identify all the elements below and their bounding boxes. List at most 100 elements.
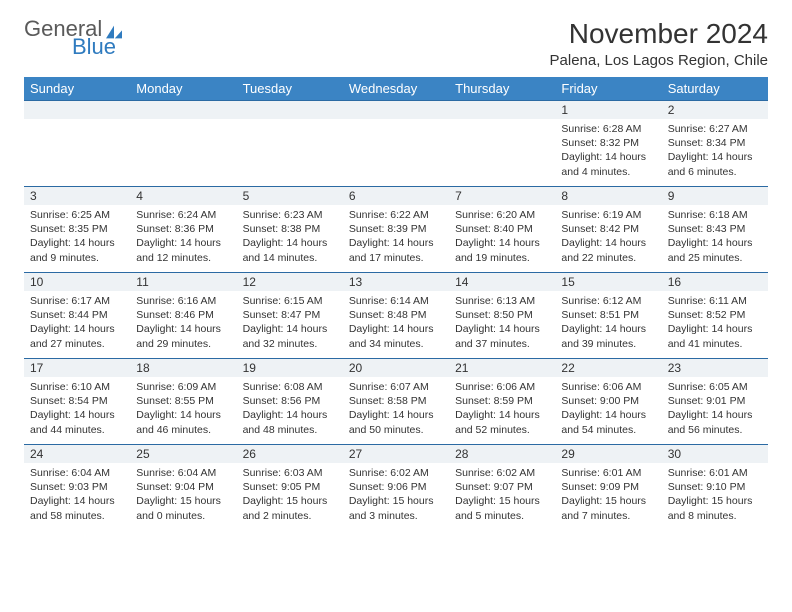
day-details: Sunrise: 6:28 AMSunset: 8:32 PMDaylight:… [555, 119, 661, 183]
sunset-text: Sunset: 8:40 PM [455, 222, 549, 236]
day-details: Sunrise: 6:14 AMSunset: 8:48 PMDaylight:… [343, 291, 449, 355]
sunset-text: Sunset: 8:51 PM [561, 308, 655, 322]
day-number: 20 [343, 359, 449, 377]
day-details: Sunrise: 6:06 AMSunset: 9:00 PMDaylight:… [555, 377, 661, 441]
weekday-header: Tuesday [237, 77, 343, 101]
daylight-text: Daylight: 14 hours and 14 minutes. [243, 236, 337, 264]
calendar-day-cell: 3Sunrise: 6:25 AMSunset: 8:35 PMDaylight… [24, 187, 130, 273]
calendar-day-cell: 10Sunrise: 6:17 AMSunset: 8:44 PMDayligh… [24, 273, 130, 359]
day-number: 27 [343, 445, 449, 463]
sunset-text: Sunset: 8:42 PM [561, 222, 655, 236]
weekday-header: Sunday [24, 77, 130, 101]
day-details: Sunrise: 6:11 AMSunset: 8:52 PMDaylight:… [662, 291, 768, 355]
day-details: Sunrise: 6:27 AMSunset: 8:34 PMDaylight:… [662, 119, 768, 183]
calendar-day-cell: 30Sunrise: 6:01 AMSunset: 9:10 PMDayligh… [662, 445, 768, 531]
day-number-blank [130, 101, 236, 119]
calendar-day-cell [130, 101, 236, 187]
sunrise-text: Sunrise: 6:17 AM [30, 294, 124, 308]
sunrise-text: Sunrise: 6:01 AM [561, 466, 655, 480]
location-text: Palena, Los Lagos Region, Chile [550, 52, 768, 69]
sunset-text: Sunset: 9:03 PM [30, 480, 124, 494]
day-details: Sunrise: 6:24 AMSunset: 8:36 PMDaylight:… [130, 205, 236, 269]
sunset-text: Sunset: 8:38 PM [243, 222, 337, 236]
daylight-text: Daylight: 14 hours and 6 minutes. [668, 150, 762, 178]
daylight-text: Daylight: 14 hours and 54 minutes. [561, 408, 655, 436]
sunset-text: Sunset: 8:47 PM [243, 308, 337, 322]
sunrise-text: Sunrise: 6:12 AM [561, 294, 655, 308]
sunset-text: Sunset: 8:46 PM [136, 308, 230, 322]
weekday-header: Thursday [449, 77, 555, 101]
day-details: Sunrise: 6:04 AMSunset: 9:04 PMDaylight:… [130, 463, 236, 527]
sunrise-text: Sunrise: 6:01 AM [668, 466, 762, 480]
sunset-text: Sunset: 9:00 PM [561, 394, 655, 408]
title-block: November 2024 Palena, Los Lagos Region, … [550, 18, 768, 69]
month-title: November 2024 [550, 18, 768, 50]
sunset-text: Sunset: 9:01 PM [668, 394, 762, 408]
calendar-day-cell: 24Sunrise: 6:04 AMSunset: 9:03 PMDayligh… [24, 445, 130, 531]
sunset-text: Sunset: 8:58 PM [349, 394, 443, 408]
sunrise-text: Sunrise: 6:05 AM [668, 380, 762, 394]
page-header: GeneralBlue November 2024 Palena, Los La… [24, 18, 768, 69]
sunrise-text: Sunrise: 6:16 AM [136, 294, 230, 308]
sunset-text: Sunset: 8:32 PM [561, 136, 655, 150]
day-details: Sunrise: 6:16 AMSunset: 8:46 PMDaylight:… [130, 291, 236, 355]
daylight-text: Daylight: 14 hours and 27 minutes. [30, 322, 124, 350]
sunset-text: Sunset: 8:43 PM [668, 222, 762, 236]
daylight-text: Daylight: 14 hours and 4 minutes. [561, 150, 655, 178]
daylight-text: Daylight: 15 hours and 7 minutes. [561, 494, 655, 522]
sunrise-text: Sunrise: 6:28 AM [561, 122, 655, 136]
sunrise-text: Sunrise: 6:04 AM [30, 466, 124, 480]
day-details: Sunrise: 6:05 AMSunset: 9:01 PMDaylight:… [662, 377, 768, 441]
day-number: 26 [237, 445, 343, 463]
sunrise-text: Sunrise: 6:07 AM [349, 380, 443, 394]
sunset-text: Sunset: 8:54 PM [30, 394, 124, 408]
calendar-day-cell: 14Sunrise: 6:13 AMSunset: 8:50 PMDayligh… [449, 273, 555, 359]
day-details: Sunrise: 6:08 AMSunset: 8:56 PMDaylight:… [237, 377, 343, 441]
day-details: Sunrise: 6:02 AMSunset: 9:07 PMDaylight:… [449, 463, 555, 527]
calendar-day-cell: 28Sunrise: 6:02 AMSunset: 9:07 PMDayligh… [449, 445, 555, 531]
day-details: Sunrise: 6:20 AMSunset: 8:40 PMDaylight:… [449, 205, 555, 269]
sunrise-text: Sunrise: 6:08 AM [243, 380, 337, 394]
day-number: 23 [662, 359, 768, 377]
calendar-day-cell: 9Sunrise: 6:18 AMSunset: 8:43 PMDaylight… [662, 187, 768, 273]
daylight-text: Daylight: 14 hours and 29 minutes. [136, 322, 230, 350]
day-details: Sunrise: 6:07 AMSunset: 8:58 PMDaylight:… [343, 377, 449, 441]
sunset-text: Sunset: 8:36 PM [136, 222, 230, 236]
calendar-day-cell: 23Sunrise: 6:05 AMSunset: 9:01 PMDayligh… [662, 359, 768, 445]
sunset-text: Sunset: 9:05 PM [243, 480, 337, 494]
daylight-text: Daylight: 14 hours and 12 minutes. [136, 236, 230, 264]
day-number: 3 [24, 187, 130, 205]
daylight-text: Daylight: 14 hours and 52 minutes. [455, 408, 549, 436]
calendar-day-cell: 17Sunrise: 6:10 AMSunset: 8:54 PMDayligh… [24, 359, 130, 445]
sunrise-text: Sunrise: 6:23 AM [243, 208, 337, 222]
calendar-day-cell: 16Sunrise: 6:11 AMSunset: 8:52 PMDayligh… [662, 273, 768, 359]
day-number: 9 [662, 187, 768, 205]
day-number-blank [343, 101, 449, 119]
sunrise-text: Sunrise: 6:18 AM [668, 208, 762, 222]
day-number: 17 [24, 359, 130, 377]
day-number: 2 [662, 101, 768, 119]
daylight-text: Daylight: 14 hours and 39 minutes. [561, 322, 655, 350]
day-number: 19 [237, 359, 343, 377]
daylight-text: Daylight: 14 hours and 32 minutes. [243, 322, 337, 350]
daylight-text: Daylight: 14 hours and 58 minutes. [30, 494, 124, 522]
day-number: 14 [449, 273, 555, 291]
calendar-day-cell: 25Sunrise: 6:04 AMSunset: 9:04 PMDayligh… [130, 445, 236, 531]
sunrise-text: Sunrise: 6:11 AM [668, 294, 762, 308]
day-number: 5 [237, 187, 343, 205]
sunrise-text: Sunrise: 6:19 AM [561, 208, 655, 222]
weekday-header: Friday [555, 77, 661, 101]
day-number: 10 [24, 273, 130, 291]
sunset-text: Sunset: 8:39 PM [349, 222, 443, 236]
daylight-text: Daylight: 14 hours and 34 minutes. [349, 322, 443, 350]
calendar-day-cell: 2Sunrise: 6:27 AMSunset: 8:34 PMDaylight… [662, 101, 768, 187]
day-number: 1 [555, 101, 661, 119]
sunrise-text: Sunrise: 6:02 AM [455, 466, 549, 480]
sunrise-text: Sunrise: 6:06 AM [561, 380, 655, 394]
day-details: Sunrise: 6:10 AMSunset: 8:54 PMDaylight:… [24, 377, 130, 441]
daylight-text: Daylight: 14 hours and 22 minutes. [561, 236, 655, 264]
weekday-header-row: Sunday Monday Tuesday Wednesday Thursday… [24, 77, 768, 101]
day-details: Sunrise: 6:19 AMSunset: 8:42 PMDaylight:… [555, 205, 661, 269]
day-number: 28 [449, 445, 555, 463]
calendar-day-cell: 8Sunrise: 6:19 AMSunset: 8:42 PMDaylight… [555, 187, 661, 273]
